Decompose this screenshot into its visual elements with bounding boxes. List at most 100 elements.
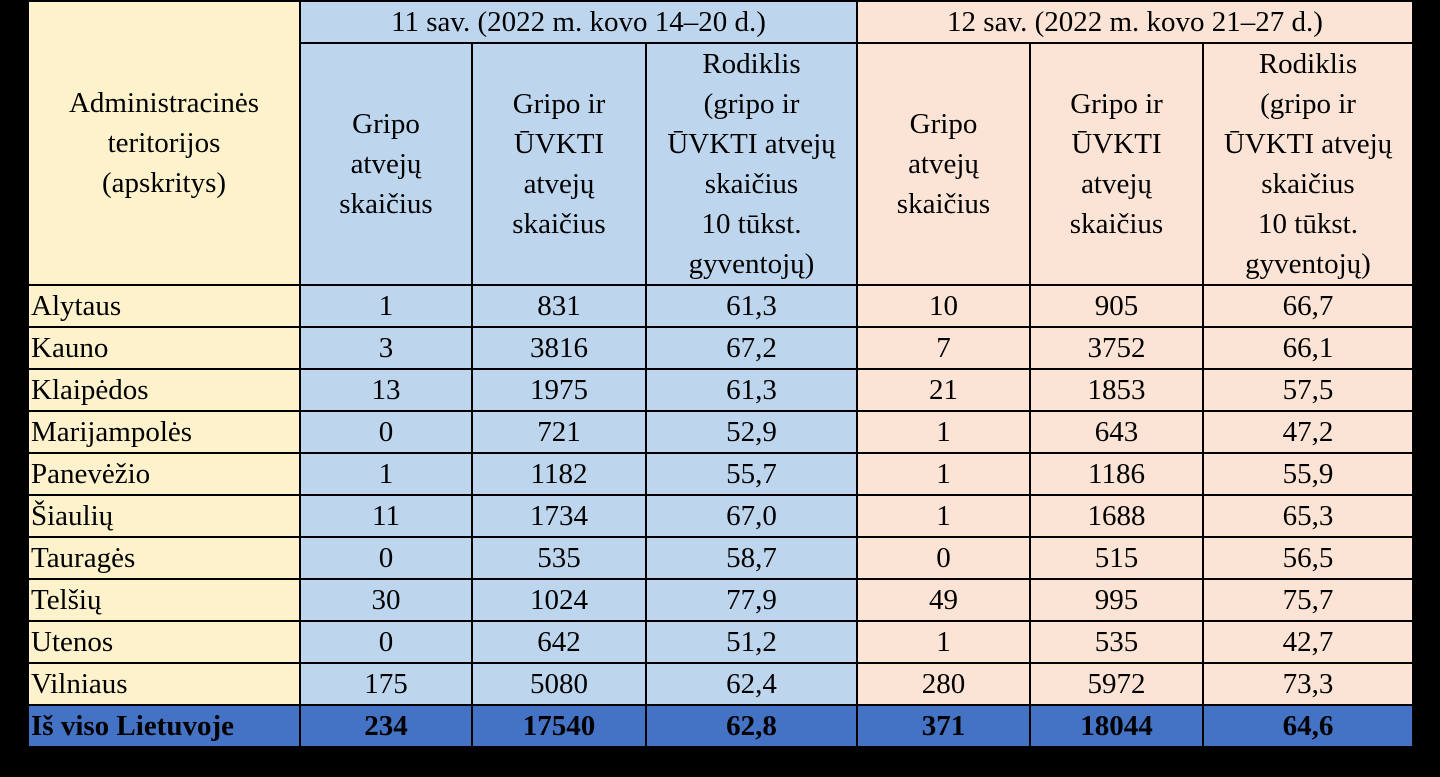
w11-rate-cell: 67,0 xyxy=(645,494,858,538)
w12-flu-cases-header: Gripo atvejų skaičius xyxy=(856,42,1031,286)
header-line: gyventojų) xyxy=(1245,248,1371,280)
w12-flu-cell: 21 xyxy=(856,368,1031,412)
table-wrapper: Administracinės teritorijos (apskritys) … xyxy=(27,0,1414,748)
header-line: ŪVKTI atvejų xyxy=(1223,128,1393,160)
header-line: ŪVKTI xyxy=(513,128,605,160)
w11-rate-cell: 62,8 xyxy=(645,704,858,748)
w11-rate-cell: 51,2 xyxy=(645,620,858,664)
w12-flu-cell: 1 xyxy=(856,494,1031,538)
county-name-cell: Panevėžio xyxy=(27,452,301,496)
w11-rate-cell: 77,9 xyxy=(645,578,858,622)
week12-header: 12 sav. (2022 m. kovo 21–27 d.) xyxy=(856,0,1414,44)
header-line: 10 tūkst. xyxy=(701,208,802,240)
w11-flu-ari-cases-header: Gripo ir ŪVKTI atvejų skaičius xyxy=(471,42,647,286)
county-name-cell: Klaipėdos xyxy=(27,368,301,412)
w11-flu-cell: 11 xyxy=(299,494,473,538)
table-row: Telšių 30 1024 77,9 49 995 75,7 xyxy=(27,578,1414,622)
header-line: ŪVKTI atvejų xyxy=(667,128,836,160)
header-line: atvejų xyxy=(908,148,979,180)
header-line: skaičius xyxy=(704,168,799,200)
w11-rate-cell: 52,9 xyxy=(645,410,858,454)
table-row: Klaipėdos 13 1975 61,3 21 1853 57,5 xyxy=(27,368,1414,412)
header-line: atvejų xyxy=(350,148,422,180)
w11-flu-cell: 0 xyxy=(299,620,473,664)
admin-header-line: (apskritys) xyxy=(101,167,227,199)
admin-header-line: Administracinės xyxy=(68,87,260,119)
table-row: Utenos 0 642 51,2 1 535 42,7 xyxy=(27,620,1414,664)
header-line: Gripo ir xyxy=(512,88,606,120)
w11-total-cell: 642 xyxy=(471,620,647,664)
w12-rate-cell: 57,5 xyxy=(1202,368,1414,412)
table-row: Vilniaus 175 5080 62,4 280 5972 73,3 xyxy=(27,662,1414,706)
w12-rate-cell: 64,6 xyxy=(1202,704,1414,748)
w11-flu-cell: 30 xyxy=(299,578,473,622)
w11-total-cell: 3816 xyxy=(471,326,647,370)
w12-rate-cell: 55,9 xyxy=(1202,452,1414,496)
header-line: Rodiklis xyxy=(1258,48,1358,80)
w11-rate-cell: 55,7 xyxy=(645,452,858,496)
county-name-cell: Vilniaus xyxy=(27,662,301,706)
w12-flu-cell: 1 xyxy=(856,410,1031,454)
county-name-cell: Tauragės xyxy=(27,536,301,580)
w12-total-cell: 5972 xyxy=(1029,662,1204,706)
w11-flu-cell: 0 xyxy=(299,410,473,454)
w11-total-cell: 535 xyxy=(471,536,647,580)
header-line: (gripo ir xyxy=(1260,88,1356,120)
header-line: atvejų xyxy=(523,168,595,200)
table-row: Panevėžio 1 1182 55,7 1 1186 55,9 xyxy=(27,452,1414,496)
w12-total-cell: 1853 xyxy=(1029,368,1204,412)
table-body: Alytaus 1 831 61,3 10 905 66,7 Kauno 3 3816 67,2 7 3… xyxy=(27,284,1414,748)
table-row: Kauno 3 3816 67,2 7 3752 66,1 xyxy=(27,326,1414,370)
w12-rate-cell: 66,1 xyxy=(1202,326,1414,370)
header-line: atvejų xyxy=(1081,168,1152,200)
w12-rate-cell: 65,3 xyxy=(1202,494,1414,538)
header-line: 10 tūkst. xyxy=(1258,208,1358,240)
header-line: ŪVKTI xyxy=(1071,128,1162,160)
w12-flu-ari-cases-header: Gripo ir ŪVKTI atvejų skaičius xyxy=(1029,42,1204,286)
w11-rate-cell: 62,4 xyxy=(645,662,858,706)
w12-rate-header: Rodiklis (gripo ir ŪVKTI atvejų skaičius… xyxy=(1202,42,1414,286)
total-row: Iš viso Lietuvoje 234 17540 62,8 371 18044 64,… xyxy=(27,704,1414,748)
w12-flu-cell: 280 xyxy=(856,662,1031,706)
county-name-cell: Kauno xyxy=(27,326,301,370)
county-name-cell: Alytaus xyxy=(27,284,301,328)
influenza-table: Administracinės teritorijos (apskritys) … xyxy=(27,0,1414,748)
w12-rate-cell: 75,7 xyxy=(1202,578,1414,622)
w12-flu-cell: 7 xyxy=(856,326,1031,370)
w12-flu-cell: 371 xyxy=(856,704,1031,748)
w12-total-cell: 515 xyxy=(1029,536,1204,580)
w12-total-cell: 535 xyxy=(1029,620,1204,664)
w11-total-cell: 17540 xyxy=(471,704,647,748)
table-row: Marijampolės 0 721 52,9 1 643 47,2 xyxy=(27,410,1414,454)
header-line: Gripo ir xyxy=(1070,88,1163,120)
w11-total-cell: 1734 xyxy=(471,494,647,538)
w12-rate-cell: 56,5 xyxy=(1202,536,1414,580)
county-name-cell: Marijampolės xyxy=(27,410,301,454)
w12-flu-cell: 49 xyxy=(856,578,1031,622)
w11-rate-cell: 67,2 xyxy=(645,326,858,370)
week11-header: 11 sav. (2022 m. kovo 14–20 d.) xyxy=(299,0,858,44)
county-name-cell: Telšių xyxy=(27,578,301,622)
header-line: (gripo ir xyxy=(703,88,800,120)
county-name-cell: Šiaulių xyxy=(27,494,301,538)
header-line: Rodiklis xyxy=(702,48,801,80)
w12-flu-cell: 0 xyxy=(856,536,1031,580)
header-line: gyventojų) xyxy=(688,248,815,280)
county-name-cell: Utenos xyxy=(27,620,301,664)
w11-flu-cell: 234 xyxy=(299,704,473,748)
header-line: skaičius xyxy=(896,188,991,220)
w11-total-cell: 721 xyxy=(471,410,647,454)
w12-flu-cell: 10 xyxy=(856,284,1031,328)
header-line: skaičius xyxy=(1261,168,1355,200)
w11-flu-cell: 1 xyxy=(299,452,473,496)
header-line: skaičius xyxy=(1069,208,1164,240)
admin-territories-header: Administracinės teritorijos (apskritys) xyxy=(27,0,301,286)
w12-rate-cell: 42,7 xyxy=(1202,620,1414,664)
w11-total-cell: 5080 xyxy=(471,662,647,706)
w11-flu-cell: 1 xyxy=(299,284,473,328)
header-line: Gripo xyxy=(352,108,420,140)
w11-flu-cell: 13 xyxy=(299,368,473,412)
w12-total-cell: 1688 xyxy=(1029,494,1204,538)
admin-header-line: teritorijos xyxy=(107,127,221,159)
w11-total-cell: 1182 xyxy=(471,452,647,496)
